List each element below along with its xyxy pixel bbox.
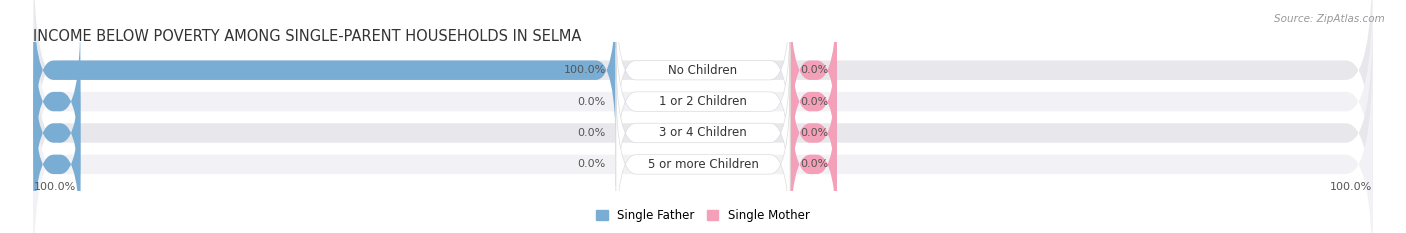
Text: 0.0%: 0.0%	[800, 159, 828, 169]
FancyBboxPatch shape	[790, 17, 837, 186]
Text: 0.0%: 0.0%	[800, 97, 828, 106]
Text: 100.0%: 100.0%	[564, 65, 606, 75]
Text: 0.0%: 0.0%	[578, 128, 606, 138]
Text: 100.0%: 100.0%	[34, 182, 76, 192]
FancyBboxPatch shape	[790, 80, 837, 233]
Text: 100.0%: 100.0%	[1330, 182, 1372, 192]
FancyBboxPatch shape	[616, 0, 790, 155]
FancyBboxPatch shape	[34, 48, 80, 217]
FancyBboxPatch shape	[616, 48, 790, 217]
FancyBboxPatch shape	[616, 17, 790, 186]
FancyBboxPatch shape	[34, 0, 1372, 217]
Text: INCOME BELOW POVERTY AMONG SINGLE-PARENT HOUSEHOLDS IN SELMA: INCOME BELOW POVERTY AMONG SINGLE-PARENT…	[34, 28, 582, 44]
FancyBboxPatch shape	[790, 0, 837, 155]
FancyBboxPatch shape	[34, 0, 1372, 186]
Text: 1 or 2 Children: 1 or 2 Children	[659, 95, 747, 108]
Text: 0.0%: 0.0%	[578, 159, 606, 169]
FancyBboxPatch shape	[34, 17, 1372, 233]
Legend: Single Father, Single Mother: Single Father, Single Mother	[596, 209, 810, 222]
Text: 5 or more Children: 5 or more Children	[648, 158, 758, 171]
FancyBboxPatch shape	[34, 48, 1372, 233]
FancyBboxPatch shape	[616, 80, 790, 233]
FancyBboxPatch shape	[34, 17, 80, 186]
Text: No Children: No Children	[668, 64, 738, 77]
FancyBboxPatch shape	[34, 80, 80, 233]
Text: Source: ZipAtlas.com: Source: ZipAtlas.com	[1274, 14, 1385, 24]
Text: 0.0%: 0.0%	[578, 97, 606, 106]
FancyBboxPatch shape	[34, 0, 616, 155]
Text: 0.0%: 0.0%	[800, 65, 828, 75]
FancyBboxPatch shape	[790, 48, 837, 217]
Text: 0.0%: 0.0%	[800, 128, 828, 138]
Text: 3 or 4 Children: 3 or 4 Children	[659, 127, 747, 140]
